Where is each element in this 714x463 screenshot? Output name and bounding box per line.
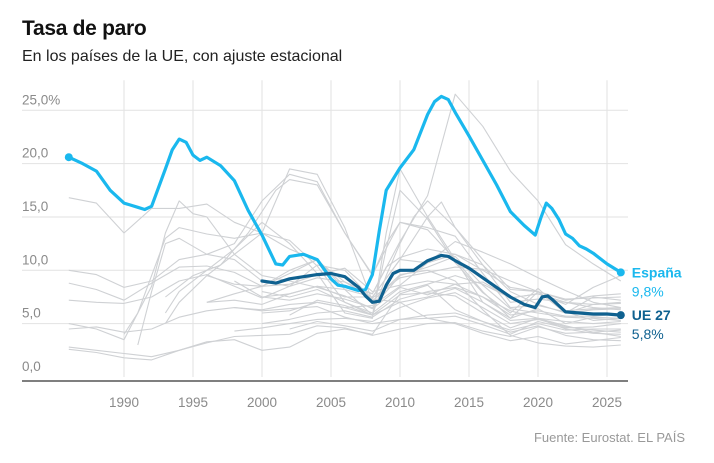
country-line bbox=[123, 168, 621, 348]
spain-start-marker bbox=[64, 153, 73, 162]
country-line bbox=[261, 275, 621, 314]
x-tick-label: 2005 bbox=[316, 395, 346, 410]
x-tick-label: 2000 bbox=[247, 395, 277, 410]
country-line bbox=[261, 287, 621, 338]
spain-end-marker bbox=[616, 268, 625, 277]
country-line bbox=[68, 253, 621, 300]
country-line bbox=[289, 292, 621, 335]
x-tick-label: 2025 bbox=[592, 395, 622, 410]
eu27-value-label: 5,8% bbox=[632, 326, 664, 342]
country-line bbox=[68, 264, 621, 345]
country-line bbox=[68, 284, 621, 361]
y-tick-label: 0,0 bbox=[22, 359, 41, 374]
country-line bbox=[261, 255, 621, 321]
spain-label: España bbox=[632, 264, 682, 280]
country-line bbox=[234, 280, 621, 325]
country-line bbox=[234, 292, 621, 333]
country-line bbox=[164, 189, 621, 324]
source-note: Fuente: Eurostat. EL PAÍS bbox=[533, 430, 685, 445]
country-line bbox=[289, 312, 621, 342]
eu27-label: UE 27 bbox=[632, 307, 671, 323]
x-tick-label: 2010 bbox=[385, 395, 415, 410]
x-axis-tick-labels: 1990 1995 2000 2005 2010 2015 2020 2025 bbox=[109, 395, 622, 410]
y-tick-label: 25,0% bbox=[22, 92, 60, 107]
y-tick-label: 10,0 bbox=[22, 252, 48, 267]
y-tick-label: 5,0 bbox=[22, 306, 41, 321]
x-tick-label: 2020 bbox=[523, 395, 553, 410]
x-tick-label: 1990 bbox=[109, 395, 139, 410]
series-labels: España 9,8% UE 27 5,8% bbox=[632, 264, 682, 342]
x-tick-label: 1995 bbox=[178, 395, 208, 410]
eu27-end-marker bbox=[616, 311, 625, 320]
chart-subtitle: En los países de la UE, con ajuste estac… bbox=[22, 48, 343, 65]
country-line bbox=[68, 322, 621, 358]
country-line bbox=[165, 179, 621, 325]
eu27-line bbox=[260, 253, 623, 317]
country-line bbox=[234, 201, 621, 314]
spain-value-label: 9,8% bbox=[632, 283, 664, 299]
country-line bbox=[261, 286, 621, 325]
y-tick-label: 20,0 bbox=[22, 146, 48, 161]
y-tick-label: 15,0 bbox=[22, 199, 48, 214]
country-line bbox=[68, 240, 621, 309]
chart-title: Tasa de paro bbox=[22, 17, 147, 40]
highlight-lines bbox=[64, 94, 625, 320]
x-tick-label: 2015 bbox=[454, 395, 484, 410]
y-axis-tick-labels: 0,0 5,0 10,0 15,0 20,0 25,0% bbox=[22, 92, 60, 374]
